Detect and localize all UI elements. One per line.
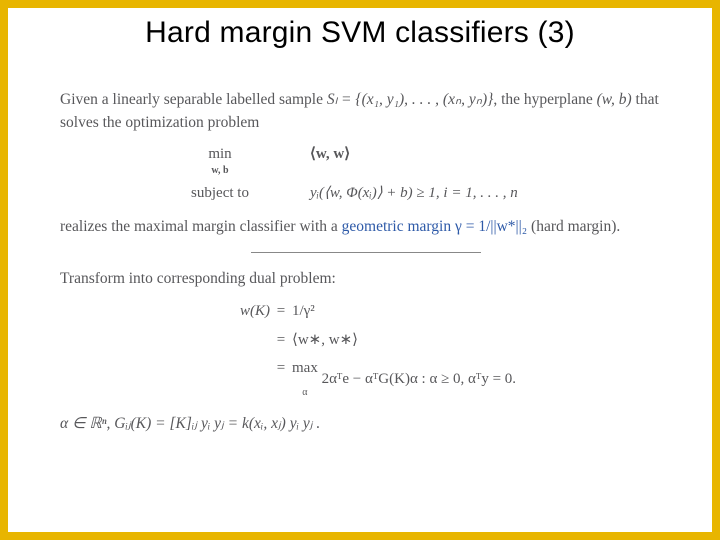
slide-title: Hard margin SVM classifiers (3) (8, 16, 712, 50)
geometric-margin: geometric margin γ = 1/||w*||₂ (342, 218, 528, 235)
paragraph-4: α ∈ ℝⁿ, Gᵢⱼ(K) = [K]ᵢⱼ yᵢ yⱼ = k(xᵢ, xⱼ)… (60, 412, 672, 435)
dual-rhs-3-body: 2αᵀe − αᵀG(K)α : α ≥ 0, αᵀy = 0. (318, 371, 516, 387)
dual-rhs-2: ⟨w∗, w∗⟩ (292, 329, 672, 352)
min-label: min (208, 146, 231, 162)
p1-hyperplane: (w, b) (597, 91, 632, 108)
max-subscript: α (302, 387, 307, 398)
objective: ⟨w, w⟩ (310, 143, 672, 179)
subject-to-label: subject to (130, 182, 310, 205)
dual-lhs: w(K) (160, 300, 270, 323)
constraint: yᵢ(⟨w, Φ(xᵢ)⟩ + b) ≥ 1, i = 1, . . . , n (310, 182, 672, 205)
dual-equation-block: w(K) = 1/γ² = ⟨w∗, w∗⟩ = max α 2αᵀe − αᵀ… (160, 300, 672, 402)
p1-text-a: Given a linearly separable labelled samp… (60, 91, 327, 108)
paragraph-3: Transform into corresponding dual proble… (60, 267, 672, 290)
p2-text-a: realizes the maximal margin classifier w… (60, 218, 342, 235)
divider (251, 252, 481, 253)
paragraph-1: Given a linearly separable labelled samp… (60, 88, 672, 135)
min-subscript: w, b (130, 163, 310, 178)
max-label: max (292, 360, 318, 376)
eq-sign-2: = (270, 329, 292, 352)
slide-body: Given a linearly separable labelled samp… (8, 88, 712, 435)
dual-rhs-3: max α 2αᵀe − αᵀG(K)α : α ≥ 0, αᵀy = 0. (292, 357, 672, 402)
paragraph-2: realizes the maximal margin classifier w… (60, 215, 672, 238)
dual-rhs-1: 1/γ² (292, 300, 672, 323)
eq-sign-1: = (270, 300, 292, 323)
p2-text-c: (hard margin). (527, 218, 620, 235)
min-operator: min w, b (130, 143, 310, 179)
optimization-block: min w, b ⟨w, w⟩ subject to yᵢ(⟨w, Φ(xᵢ)⟩… (130, 143, 672, 205)
p1-sample: Sₗ = {(x₁, y₁), . . . , (xₙ, yₙ)} (327, 91, 493, 108)
p1-text-c: , the hyperplane (493, 91, 596, 108)
eq-sign-3: = (270, 357, 292, 402)
